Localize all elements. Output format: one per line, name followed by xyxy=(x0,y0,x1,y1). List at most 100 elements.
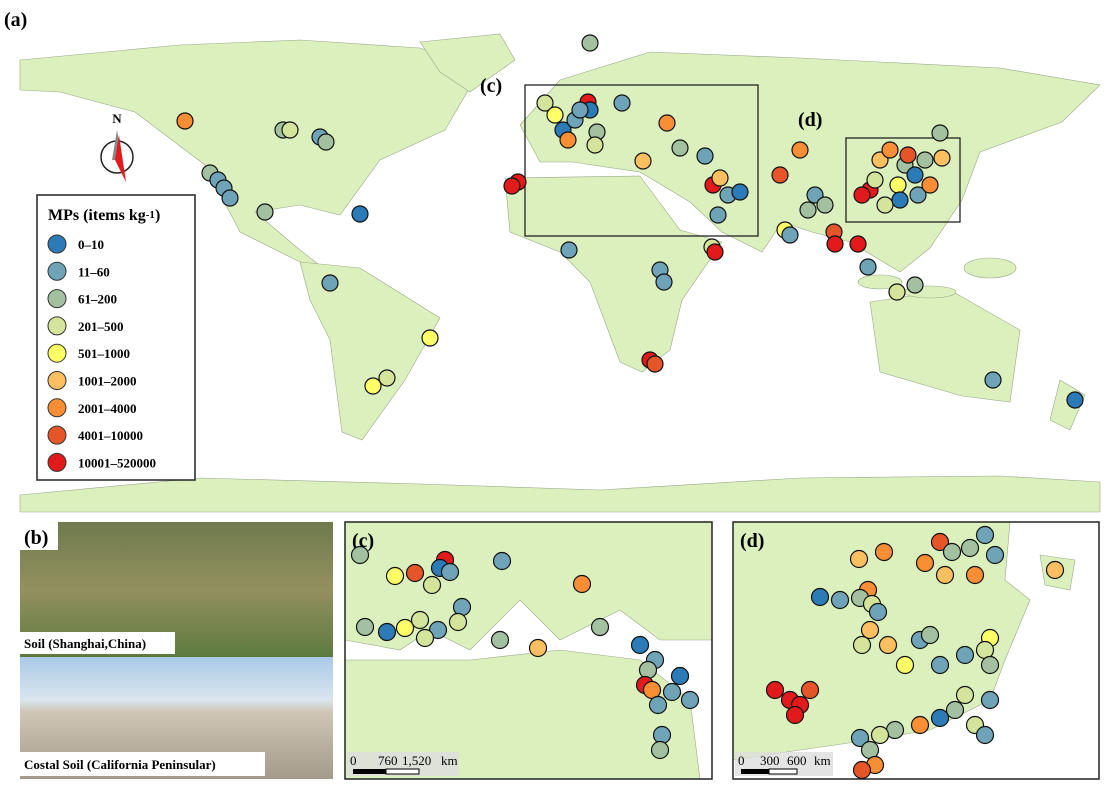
site-marker xyxy=(536,94,554,112)
panel-label: (c) xyxy=(480,75,502,97)
site-marker xyxy=(909,186,927,204)
site-marker xyxy=(581,34,599,52)
site-marker xyxy=(405,563,425,583)
legend-label: 4001–10000 xyxy=(78,428,143,443)
site-marker xyxy=(868,602,888,622)
site-marker xyxy=(930,532,950,552)
site-marker xyxy=(634,152,652,170)
scale-label: 300 xyxy=(760,753,780,768)
photo-panel: (b) Soil (Shanghai,China) Costal Soil (C… xyxy=(20,522,333,779)
scale-label: 1,520 xyxy=(402,753,431,768)
site-marker xyxy=(559,131,577,149)
site-marker xyxy=(671,139,689,157)
legend: MPs (items kg-1) 0–10 11–60 61–200 201–500 5… xyxy=(36,194,196,481)
legend-title-text: MPs (items kg xyxy=(48,207,146,224)
site-marker xyxy=(421,329,439,347)
site-marker xyxy=(321,274,339,292)
site-marker xyxy=(876,196,894,214)
scale-label: 0 xyxy=(738,753,745,768)
site-marker xyxy=(860,620,880,640)
legend-swatch xyxy=(47,425,67,445)
site-marker xyxy=(696,147,714,165)
site-marker xyxy=(906,276,924,294)
site-marker xyxy=(930,708,950,728)
site-marker xyxy=(586,136,604,154)
site-marker xyxy=(870,725,890,745)
site-marker xyxy=(590,617,610,637)
site-marker xyxy=(849,235,867,253)
inset-map-d xyxy=(733,522,1099,779)
panel-label: (b) xyxy=(24,527,48,549)
legend-swatch xyxy=(47,398,67,418)
inset-box-c xyxy=(524,84,759,237)
site-marker xyxy=(221,189,239,207)
site-marker xyxy=(866,171,884,189)
site-marker xyxy=(395,618,415,638)
site-marker xyxy=(975,725,995,745)
site-marker xyxy=(377,622,397,642)
legend-swatch xyxy=(47,234,67,254)
site-marker xyxy=(765,680,785,700)
site-marker xyxy=(680,690,700,710)
site-marker xyxy=(452,597,472,617)
legend-swatch xyxy=(47,289,67,309)
site-marker xyxy=(658,114,676,132)
site-marker xyxy=(655,273,673,291)
site-marker xyxy=(921,176,939,194)
site-marker xyxy=(648,695,668,715)
site-marker xyxy=(492,551,512,571)
legend-swatch xyxy=(47,452,67,472)
site-marker xyxy=(878,635,898,655)
site-marker xyxy=(781,226,799,244)
site-marker xyxy=(816,196,834,214)
site-marker xyxy=(852,635,872,655)
scale-label: 0 xyxy=(350,753,357,768)
site-marker xyxy=(638,660,658,680)
site-marker xyxy=(355,617,375,637)
photo-caption: Soil (Shanghai,China) xyxy=(24,636,146,651)
site-marker xyxy=(385,566,405,586)
legend-label: 1001–2000 xyxy=(78,374,137,389)
scale-label: km xyxy=(441,753,458,768)
site-marker xyxy=(960,538,980,558)
site-marker xyxy=(785,705,805,725)
site-marker xyxy=(791,141,809,159)
site-marker xyxy=(965,565,985,585)
legend-title: MPs (items kg-1) xyxy=(48,207,160,224)
site-marker xyxy=(881,141,899,159)
site-marker xyxy=(771,166,789,184)
north-label: N xyxy=(112,111,122,126)
site-marker xyxy=(906,166,924,184)
site-marker xyxy=(955,685,975,705)
site-marker xyxy=(351,205,369,223)
legend-swatch xyxy=(47,343,67,363)
site-marker xyxy=(560,241,578,259)
site-marker xyxy=(428,620,448,640)
site-marker xyxy=(711,169,729,187)
site-marker xyxy=(859,258,877,276)
site-marker xyxy=(955,645,975,665)
site-marker xyxy=(975,525,995,545)
inset-box-d xyxy=(845,137,961,223)
site-marker xyxy=(826,235,844,253)
scale-label: km xyxy=(814,753,831,768)
legend-label: 0–10 xyxy=(78,237,104,252)
scale-label: 760 xyxy=(378,753,398,768)
site-marker xyxy=(935,565,955,585)
site-marker xyxy=(910,715,930,735)
site-marker xyxy=(945,700,965,720)
legend-title-sup: -1 xyxy=(146,209,155,221)
site-marker xyxy=(652,725,672,745)
site-marker xyxy=(448,612,468,632)
site-marker xyxy=(984,371,1002,389)
site-marker xyxy=(888,283,906,301)
site-marker xyxy=(571,101,589,119)
site-marker xyxy=(546,106,564,124)
site-marker xyxy=(422,575,442,595)
site-marker xyxy=(630,635,650,655)
legend-label: 10001–520000 xyxy=(78,455,156,470)
site-marker xyxy=(281,121,299,139)
site-marker xyxy=(933,149,951,167)
panel-label: (d) xyxy=(798,109,822,131)
